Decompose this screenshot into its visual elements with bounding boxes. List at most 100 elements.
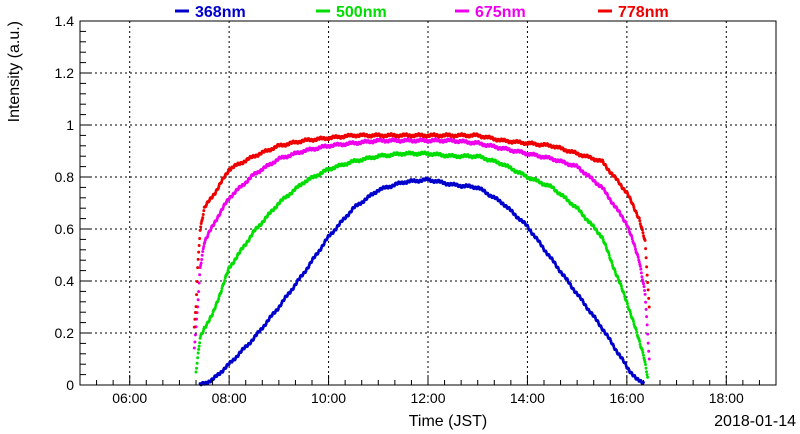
data-point bbox=[197, 290, 201, 294]
data-point bbox=[645, 323, 649, 327]
series-778nm bbox=[192, 132, 651, 329]
data-point bbox=[643, 360, 647, 364]
data-point bbox=[633, 244, 637, 248]
data-point bbox=[625, 299, 629, 303]
data-point bbox=[639, 267, 643, 271]
data-point bbox=[638, 342, 642, 346]
data-point bbox=[640, 348, 644, 352]
y-axis-label: Intensity (a.u.) bbox=[6, 21, 23, 122]
y-tick-label: 0 bbox=[66, 377, 74, 393]
data-point bbox=[199, 225, 203, 229]
data-point bbox=[195, 366, 199, 370]
data-point bbox=[196, 351, 200, 355]
data-point bbox=[631, 203, 635, 207]
data-point bbox=[199, 261, 203, 265]
data-point bbox=[646, 280, 650, 284]
data-point bbox=[604, 243, 608, 247]
data-point bbox=[225, 271, 229, 275]
data-point bbox=[640, 228, 644, 232]
data-point bbox=[631, 319, 635, 323]
data-point bbox=[644, 366, 648, 370]
data-point bbox=[610, 261, 614, 265]
data-point bbox=[623, 294, 627, 298]
data-point bbox=[635, 330, 639, 334]
y-tick-label: 0.8 bbox=[55, 169, 75, 185]
data-point bbox=[642, 285, 646, 289]
data-point bbox=[632, 322, 636, 326]
data-point bbox=[625, 302, 629, 306]
data-point bbox=[198, 341, 202, 345]
data-point bbox=[634, 328, 638, 332]
data-point bbox=[211, 312, 215, 316]
y-tick-label: 0.6 bbox=[55, 221, 75, 237]
data-point bbox=[629, 197, 633, 201]
data-point bbox=[193, 333, 197, 337]
x-tick-label: 12:00 bbox=[410, 390, 445, 406]
data-point bbox=[611, 263, 614, 267]
data-point bbox=[644, 300, 648, 304]
data-point bbox=[645, 265, 649, 269]
data-point bbox=[613, 270, 617, 274]
data-point bbox=[638, 219, 642, 223]
data-point bbox=[607, 251, 611, 255]
series-675nm bbox=[192, 137, 651, 361]
data-point bbox=[630, 237, 634, 241]
data-point bbox=[646, 288, 650, 292]
data-point bbox=[601, 238, 605, 242]
data-point bbox=[645, 370, 649, 374]
legend-label: 675nm bbox=[475, 4, 526, 21]
data-point bbox=[200, 257, 204, 261]
data-point bbox=[622, 292, 626, 296]
data-point bbox=[644, 307, 648, 311]
data-point bbox=[627, 228, 631, 232]
date-label: 2018-01-14 bbox=[714, 413, 796, 430]
data-point bbox=[647, 305, 651, 309]
data-point bbox=[636, 255, 640, 259]
data-point bbox=[198, 228, 202, 232]
data-point bbox=[619, 284, 623, 288]
data-point bbox=[646, 375, 650, 379]
series-500nm bbox=[194, 150, 650, 379]
data-point bbox=[201, 249, 205, 253]
data-point bbox=[644, 256, 648, 260]
data-point bbox=[196, 266, 200, 270]
legend-label: 778nm bbox=[618, 4, 669, 21]
data-point bbox=[645, 373, 649, 377]
data-point bbox=[643, 288, 647, 292]
data-point bbox=[634, 247, 637, 251]
data-point bbox=[201, 212, 205, 216]
data-point bbox=[637, 260, 641, 264]
data-point bbox=[635, 211, 639, 215]
x-tick-label: 18:00 bbox=[709, 390, 744, 406]
data-point bbox=[644, 247, 648, 251]
data-point bbox=[213, 306, 217, 310]
data-point bbox=[628, 310, 632, 314]
data-point bbox=[196, 298, 200, 302]
data-point bbox=[195, 293, 199, 297]
data-point bbox=[642, 282, 645, 286]
x-tick-label: 14:00 bbox=[510, 390, 545, 406]
data-point bbox=[607, 253, 611, 257]
data-point bbox=[640, 275, 644, 279]
x-tick-label: 06:00 bbox=[112, 390, 147, 406]
data-point bbox=[639, 271, 643, 275]
data-point bbox=[197, 243, 201, 247]
x-tick-label: 16:00 bbox=[609, 390, 644, 406]
y-tick-label: 1.2 bbox=[55, 65, 75, 81]
tick-layer: 06:00 08:00 10:00 12:00 14:00 16:00 18:00 0 0.2 0… bbox=[55, 13, 777, 406]
x-axis-label: Time (JST) bbox=[409, 413, 488, 430]
y-tick-label: 0.2 bbox=[55, 325, 75, 341]
y-tick-label: 1 bbox=[66, 117, 74, 133]
data-point bbox=[645, 315, 649, 319]
x-tick-label: 10:00 bbox=[311, 390, 346, 406]
series-368nm bbox=[198, 176, 645, 387]
data-point bbox=[219, 289, 223, 293]
data-point bbox=[197, 347, 201, 351]
data-point bbox=[646, 332, 650, 336]
data-point bbox=[193, 340, 197, 344]
data-point bbox=[636, 253, 640, 257]
data-point bbox=[193, 310, 197, 314]
data-point bbox=[197, 344, 201, 348]
data-point bbox=[195, 280, 199, 284]
data-point bbox=[645, 273, 649, 277]
